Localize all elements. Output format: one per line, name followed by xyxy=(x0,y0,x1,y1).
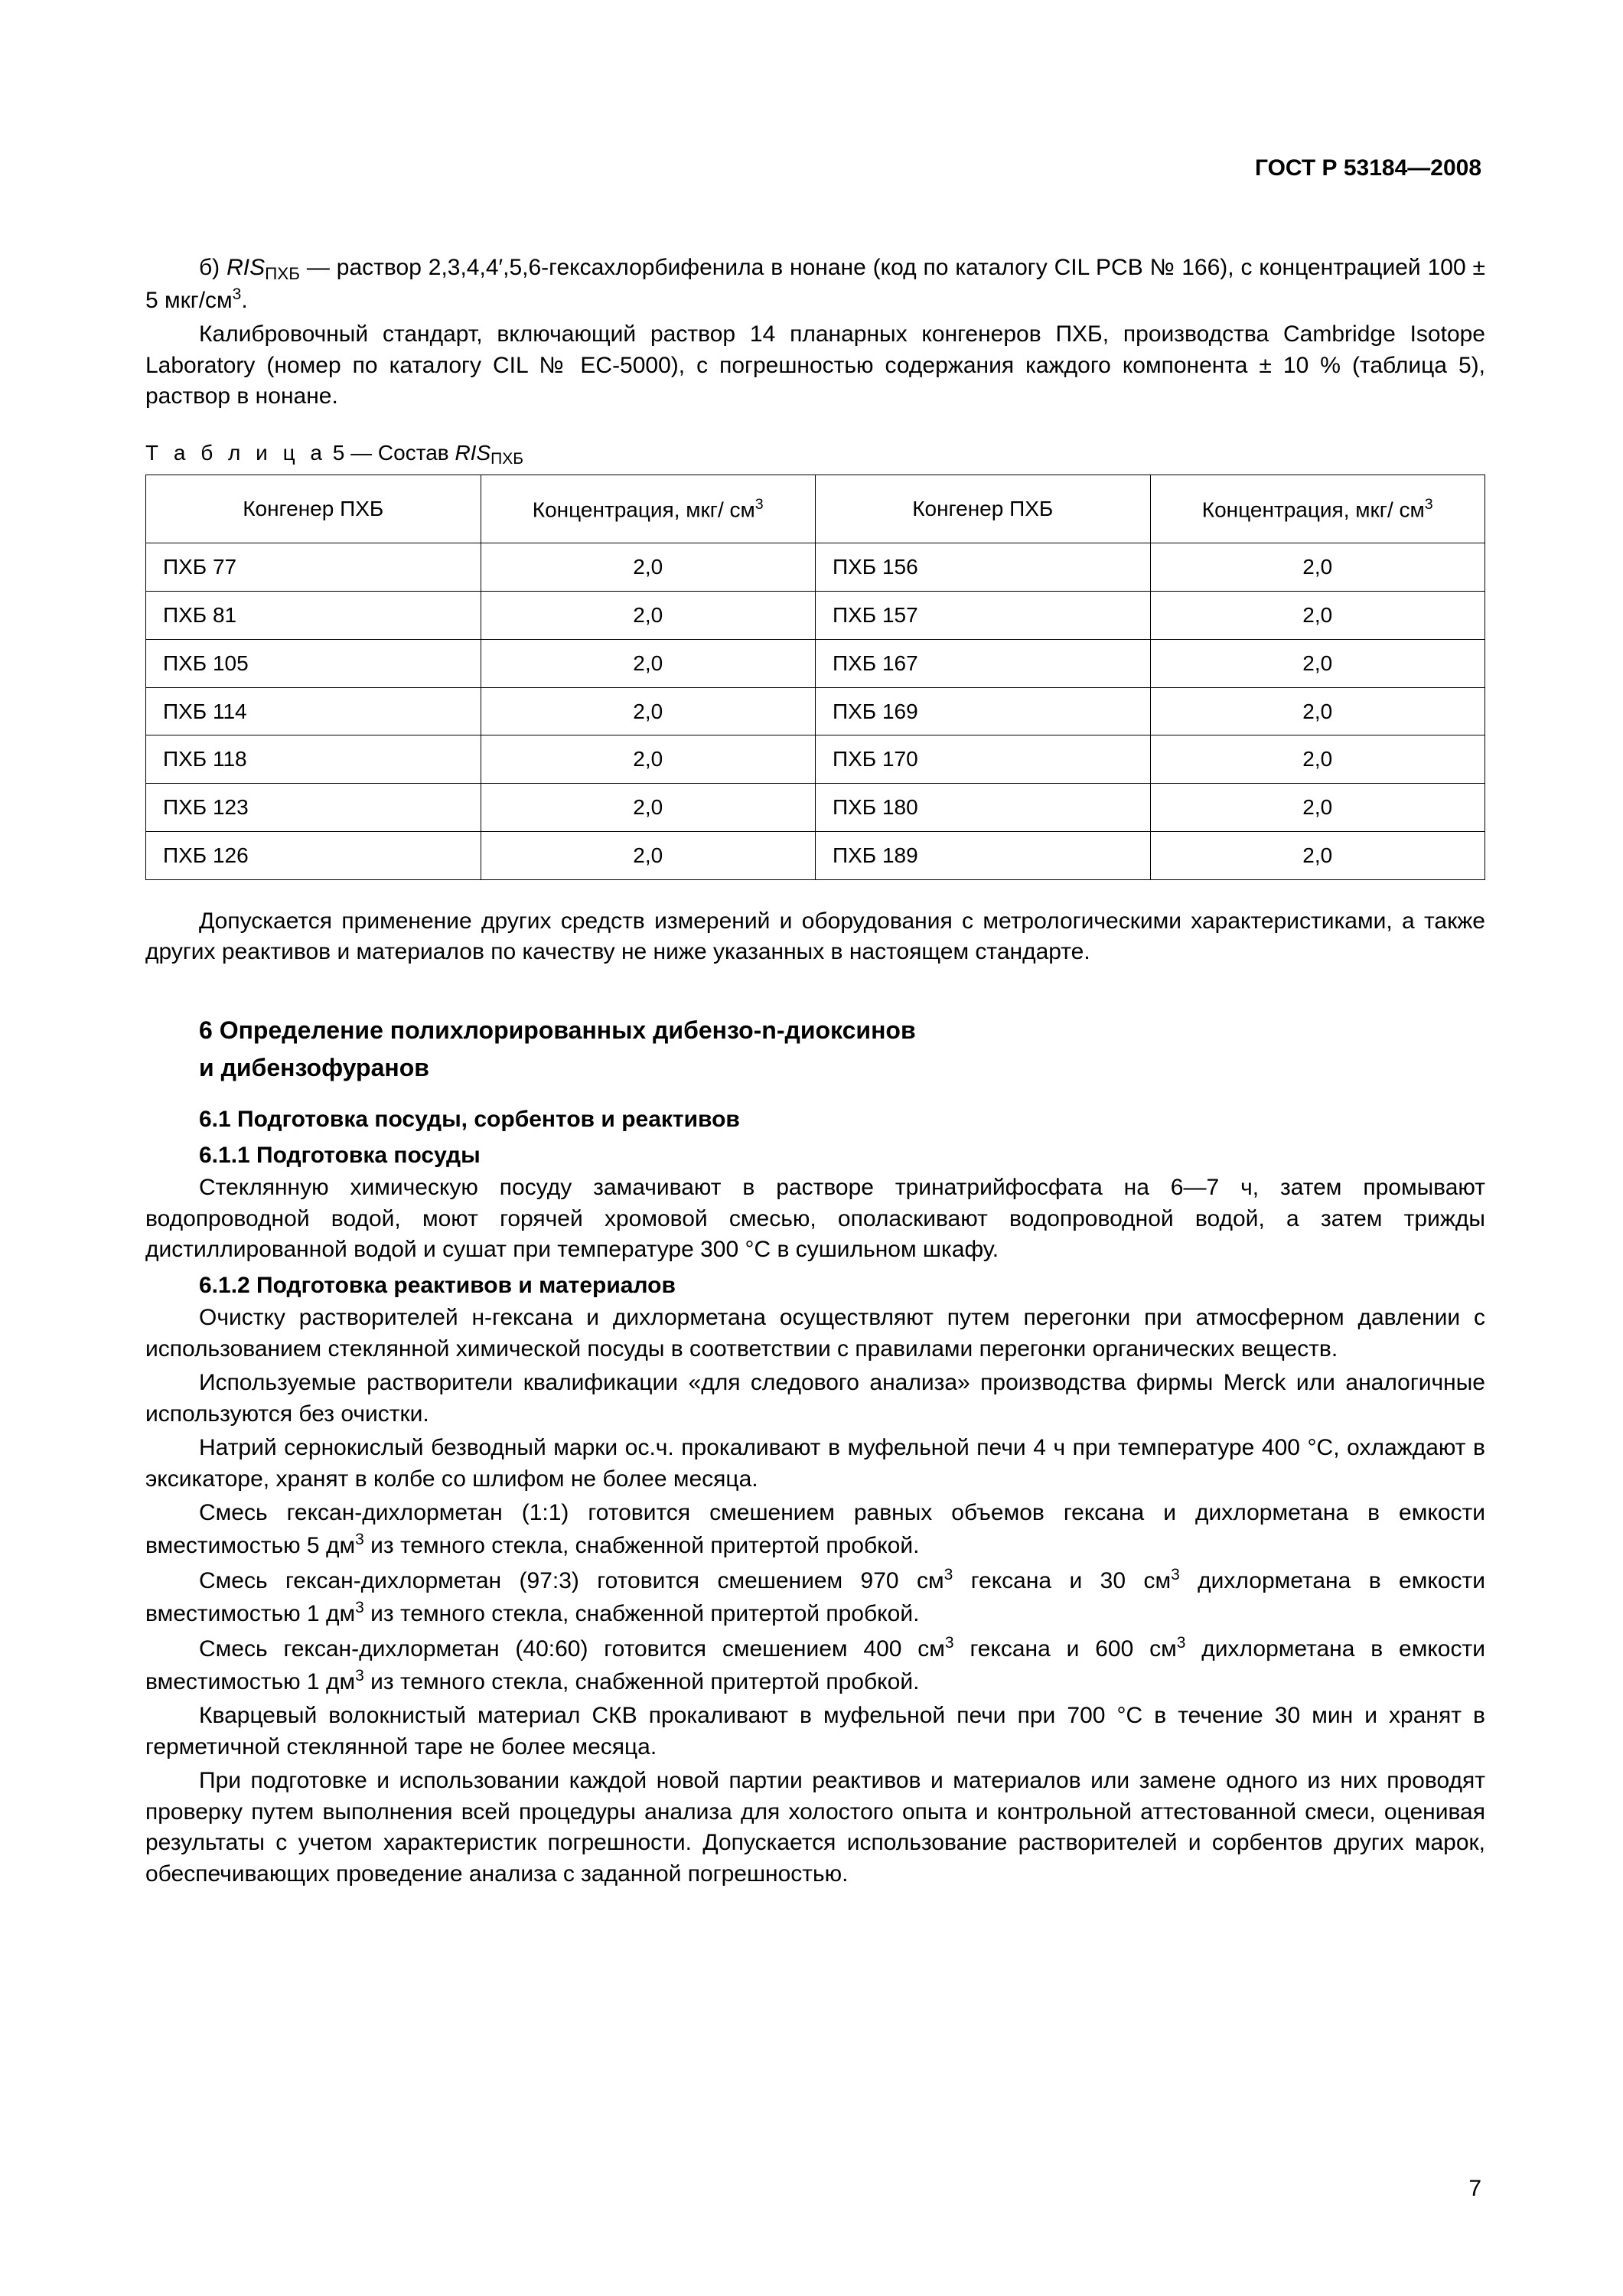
table-cell: ПХБ 169 xyxy=(816,687,1151,735)
unit-superscript: 3 xyxy=(233,285,242,303)
table-row: ПХБ 1182,0ПХБ 1702,0 xyxy=(146,735,1485,784)
document-page: ГОСТ Р 53184—2008 б) RISПХБ — раствор 2,… xyxy=(0,0,1623,2296)
content-area: б) RISПХБ — раствор 2,3,4,4′,5,6-гексахл… xyxy=(145,253,1485,1890)
table-row: ПХБ 1262,0ПХБ 1892,0 xyxy=(146,832,1485,880)
table-cell: ПХБ 126 xyxy=(146,832,481,880)
table-cell: 2,0 xyxy=(481,639,816,687)
table-cell: ПХБ 114 xyxy=(146,687,481,735)
table-number: 5 — Состав xyxy=(327,441,455,465)
list-marker: б) xyxy=(199,255,227,280)
table-header-cell: Концентрация, мкг/ см3 xyxy=(1150,475,1485,543)
unit-superscript: 3 xyxy=(944,1566,953,1583)
paragraph-text: — раствор 2,3,4,4′,5,6-гексахлорбифенила… xyxy=(145,255,1485,313)
paragraph-after-table: Допускается применение других средств из… xyxy=(145,906,1485,968)
ris-symbol: RIS xyxy=(227,255,265,280)
document-code: ГОСТ Р 53184—2008 xyxy=(1255,153,1481,184)
paragraph-6-1-2: Кварцевый волокнистый материал СКВ прока… xyxy=(145,1701,1485,1763)
table-cell: 2,0 xyxy=(1150,784,1485,832)
unit-superscript: 3 xyxy=(355,1531,364,1548)
paragraph-text: гексана и 30 см xyxy=(953,1568,1171,1593)
table-body: ПХБ 772,0ПХБ 1562,0ПХБ 812,0ПХБ 1572,0ПХ… xyxy=(146,543,1485,880)
paragraph-b: б) RISПХБ — раствор 2,3,4,4′,5,6-гексахл… xyxy=(145,253,1485,316)
table-cell: 2,0 xyxy=(1150,639,1485,687)
table-cell: ПХБ 105 xyxy=(146,639,481,687)
table-cell: ПХБ 81 xyxy=(146,592,481,640)
table-cell: 2,0 xyxy=(481,687,816,735)
unit-superscript: 3 xyxy=(1177,1634,1186,1652)
table-cell: 2,0 xyxy=(481,735,816,784)
paragraph-text: из темного стекла, снабженной притертой … xyxy=(364,1533,920,1558)
table-cell: 2,0 xyxy=(1150,687,1485,735)
table-row: ПХБ 1052,0ПХБ 1672,0 xyxy=(146,639,1485,687)
table-row: ПХБ 1142,0ПХБ 1692,0 xyxy=(146,687,1485,735)
table-cell: 2,0 xyxy=(1150,832,1485,880)
table-cell: 2,0 xyxy=(1150,543,1485,592)
table-head: Конгенер ПХБКонцентрация, мкг/ см3Конген… xyxy=(146,475,1485,543)
table-cell: 2,0 xyxy=(481,784,816,832)
paragraph-6-1-1: Стеклянную химическую посуду замачивают … xyxy=(145,1172,1485,1266)
table-cell: 2,0 xyxy=(481,832,816,880)
table-cell: ПХБ 118 xyxy=(146,735,481,784)
paragraph-text: из темного стекла, снабженной притертой … xyxy=(364,1669,920,1694)
table-header-cell: Концентрация, мкг/ см3 xyxy=(481,475,816,543)
table-cell: ПХБ 170 xyxy=(816,735,1151,784)
table-cell: ПХБ 180 xyxy=(816,784,1151,832)
ris-subscript: ПХБ xyxy=(490,450,523,468)
table-header-row: Конгенер ПХБКонцентрация, мкг/ см3Конген… xyxy=(146,475,1485,543)
paragraph-6-1-2: Очистку растворителей н-гексана и дихлор… xyxy=(145,1303,1485,1365)
table-cell: ПХБ 167 xyxy=(816,639,1151,687)
ris-subscript: ПХБ xyxy=(265,264,300,283)
table-row: ПХБ 812,0ПХБ 1572,0 xyxy=(146,592,1485,640)
table-row: ПХБ 772,0ПХБ 1562,0 xyxy=(146,543,1485,592)
paragraph-6-1-2: Смесь гексан-дихлорметан (97:3) готовитс… xyxy=(145,1564,1485,1629)
paragraph-6-1-2: Натрий сернокислый безводный марки ос.ч.… xyxy=(145,1433,1485,1495)
table-cell: ПХБ 157 xyxy=(816,592,1151,640)
unit-superscript: 3 xyxy=(1171,1566,1180,1583)
paragraph-text: . xyxy=(241,288,247,313)
table-cell: 2,0 xyxy=(481,543,816,592)
table-cell: 2,0 xyxy=(1150,592,1485,640)
paragraph-calibration: Калибровочный стандарт, включающий раств… xyxy=(145,319,1485,413)
table-cell: ПХБ 77 xyxy=(146,543,481,592)
paragraph-6-1-2: Смесь гексан-дихлорметан (40:60) готовит… xyxy=(145,1632,1485,1698)
table-cell: ПХБ 156 xyxy=(816,543,1151,592)
table-header-cell: Конгенер ПХБ xyxy=(146,475,481,543)
table-row: ПХБ 1232,0ПХБ 1802,0 xyxy=(146,784,1485,832)
ris-symbol: RIS xyxy=(455,441,490,465)
section-6-1-heading: 6.1 Подготовка посуды, сорбентов и реакт… xyxy=(145,1104,1485,1136)
paragraph-6-1-2: Смесь гексан-дихлорметан (1:1) готовится… xyxy=(145,1498,1485,1561)
table-header-cell: Конгенер ПХБ xyxy=(816,475,1151,543)
paragraph-text: из темного стекла, снабженной притертой … xyxy=(364,1601,920,1626)
unit-superscript: 3 xyxy=(945,1634,954,1652)
section-6-heading-line2: и дибензофуранов xyxy=(145,1052,1485,1084)
paragraph-text: Смесь гексан-дихлорметан (97:3) готовитс… xyxy=(199,1568,944,1593)
unit-superscript: 3 xyxy=(355,1667,364,1684)
paragraph-text: Смесь гексан-дихлорметан (40:60) готовит… xyxy=(199,1636,945,1662)
table-cell: ПХБ 189 xyxy=(816,832,1151,880)
table-cell: ПХБ 123 xyxy=(146,784,481,832)
section-6-1-1-heading: 6.1.1 Подготовка посуды xyxy=(145,1140,1485,1172)
paragraph-6-1-2: При подготовке и использовании каждой но… xyxy=(145,1766,1485,1890)
composition-table: Конгенер ПХБКонцентрация, мкг/ см3Конген… xyxy=(145,475,1485,880)
paragraph-text: гексана и 600 см xyxy=(954,1636,1177,1662)
table-caption: Т а б л и ц а 5 — Состав RISПХБ xyxy=(145,439,1485,468)
table-label: Т а б л и ц а xyxy=(145,441,327,465)
paragraph-6-1-2: Используемые растворители квалификации «… xyxy=(145,1368,1485,1430)
table-cell: 2,0 xyxy=(1150,735,1485,784)
page-number: 7 xyxy=(1468,2174,1481,2205)
section-6-1-2-heading: 6.1.2 Подготовка реактивов и материалов xyxy=(145,1270,1485,1302)
unit-superscript: 3 xyxy=(355,1599,364,1616)
section-6-heading: 6 Определение полихлорированных дибензо-… xyxy=(145,1014,1485,1047)
table-cell: 2,0 xyxy=(481,592,816,640)
